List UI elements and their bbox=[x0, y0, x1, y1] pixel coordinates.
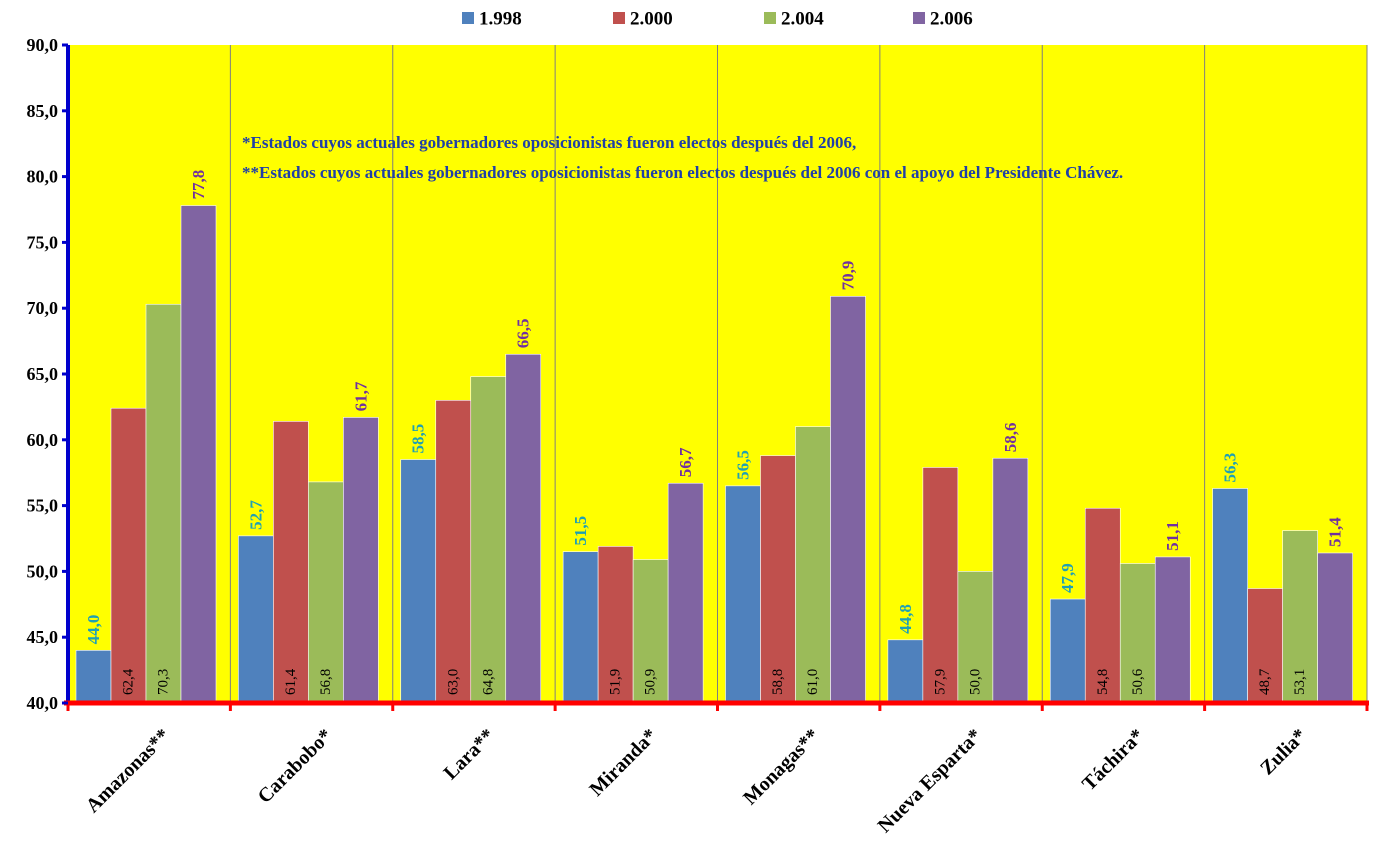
y-tick-label-8: 80,0 bbox=[27, 167, 59, 187]
bar-2.006-Nueva Esparta* bbox=[992, 457, 1029, 704]
value-label-1.998-Lara**: 58,5 bbox=[409, 424, 428, 454]
value-label-1.998-Zulia*: 56,3 bbox=[1221, 453, 1240, 483]
y-tick-label-10: 90,0 bbox=[27, 35, 59, 55]
value-label-2.000-Táchira*: 54,8 bbox=[1095, 669, 1111, 695]
bar-1.998-Nueva Esparta* bbox=[887, 639, 924, 704]
annotation-line-1: *Estados cuyos actuales gobernadores opo… bbox=[242, 133, 856, 152]
x-label-3: Miranda* bbox=[585, 725, 661, 801]
value-label-1.998-Miranda*: 51,5 bbox=[571, 516, 590, 546]
bar-2.004-Zulia* bbox=[1282, 530, 1318, 704]
y-tick-label-6: 70,0 bbox=[27, 298, 59, 318]
value-label-1.998-Nueva Esparta*: 44,8 bbox=[896, 604, 915, 634]
x-label-7: Zulia* bbox=[1256, 725, 1311, 780]
bar-2.000-Monagas** bbox=[760, 455, 796, 704]
bar-2.006-Zulia* bbox=[1317, 552, 1353, 704]
value-label-1.998-Carabobo*: 52,7 bbox=[246, 500, 265, 530]
legend-swatch-2.006 bbox=[913, 12, 925, 24]
value-label-2.006-Lara**: 66,5 bbox=[514, 319, 533, 349]
legend-swatch-2.004 bbox=[764, 12, 776, 24]
legend-label-1.998: 1.998 bbox=[479, 9, 522, 30]
y-tick-label-1: 45,0 bbox=[27, 627, 59, 647]
category-separators bbox=[229, 45, 1368, 703]
bar-1.998-Monagas** bbox=[725, 485, 761, 704]
value-label-2.000-Nueva Esparta*: 57,9 bbox=[932, 669, 948, 695]
value-label-2.006-Monagas**: 70,9 bbox=[839, 261, 858, 291]
bar-1.998-Lara** bbox=[400, 459, 437, 704]
bar-2.004-Amazonas** bbox=[145, 303, 182, 704]
x-label-4: Monagas** bbox=[739, 725, 824, 810]
legend: 1.998 2.000 2.004 2.006 bbox=[462, 9, 973, 30]
bar-2.006-Carabobo* bbox=[343, 417, 379, 704]
value-label-2.004-Monagas**: 61,0 bbox=[805, 669, 821, 695]
y-tick-label-0: 40,0 bbox=[27, 693, 59, 713]
y-tick-label-5: 65,0 bbox=[27, 364, 59, 384]
bar-2.006-Lara** bbox=[505, 353, 542, 704]
value-label-2.000-Carabobo*: 61,4 bbox=[283, 668, 299, 695]
legend-swatch-2.000 bbox=[613, 12, 625, 24]
bar-2.000-Nueva Esparta* bbox=[922, 467, 959, 704]
bar-2.004-Nueva Esparta* bbox=[957, 571, 994, 704]
y-tick-label-9: 85,0 bbox=[27, 101, 59, 121]
legend-label-2.000: 2.000 bbox=[630, 9, 673, 30]
value-label-1.998-Monagas**: 56,5 bbox=[734, 450, 753, 480]
annotations: *Estados cuyos actuales gobernadores opo… bbox=[242, 133, 1123, 182]
value-label-2.004-Zulia*: 53,1 bbox=[1292, 669, 1308, 695]
bar-1.998-Táchira* bbox=[1049, 598, 1086, 704]
value-label-2.000-Miranda*: 51,9 bbox=[608, 669, 624, 695]
legend-swatch-1.998 bbox=[462, 12, 474, 24]
x-label-0: Amazonas** bbox=[82, 725, 175, 818]
value-label-2.004-Nueva Esparta*: 50,0 bbox=[967, 669, 983, 695]
bar-2.000-Amazonas** bbox=[110, 407, 147, 704]
x-label-1: Carabobo* bbox=[254, 725, 337, 808]
value-label-2.006-Zulia*: 51,4 bbox=[1326, 517, 1345, 547]
value-label-2.006-Táchira*: 51,1 bbox=[1163, 521, 1182, 551]
value-label-1.998-Amazonas**: 44,0 bbox=[84, 615, 103, 645]
bar-2.000-Miranda* bbox=[597, 546, 634, 704]
value-label-2.000-Monagas**: 58,8 bbox=[770, 669, 786, 695]
bar-2.004-Táchira* bbox=[1119, 563, 1156, 704]
value-label-2.006-Miranda*: 56,7 bbox=[676, 447, 695, 477]
bar-2.004-Carabobo* bbox=[308, 481, 344, 704]
y-axis-ticks: 40,0 45,0 50,0 55,0 60,0 65,0 70,0 75,0 80,0 85,0… bbox=[27, 35, 68, 713]
legend-label-2.006: 2.006 bbox=[930, 9, 973, 30]
value-label-2.006-Nueva Esparta*: 58,6 bbox=[1001, 422, 1020, 452]
bar-1.998-Zulia* bbox=[1212, 488, 1248, 704]
value-label-2.004-Miranda*: 50,9 bbox=[643, 669, 659, 695]
bar-2.000-Lara** bbox=[435, 400, 472, 704]
annotation-line-2: **Estados cuyos actuales gobernadores op… bbox=[242, 163, 1123, 182]
bar-2.006-Táchira* bbox=[1154, 556, 1191, 704]
x-label-5: Nueva Esparta* bbox=[874, 725, 987, 838]
bar-1.998-Amazonas** bbox=[75, 650, 112, 704]
value-label-2.004-Lara**: 64,8 bbox=[480, 669, 496, 695]
bar-1.998-Carabobo* bbox=[238, 535, 274, 704]
x-label-6: Táchira* bbox=[1078, 725, 1149, 796]
value-label-1.998-Táchira*: 47,9 bbox=[1058, 563, 1077, 593]
value-label-2.006-Amazonas**: 77,8 bbox=[189, 170, 208, 200]
bar-2.004-Lara** bbox=[470, 376, 507, 704]
value-label-2.004-Amazonas**: 70,3 bbox=[156, 669, 172, 695]
y-tick-label-3: 55,0 bbox=[27, 496, 59, 516]
y-tick-label-7: 75,0 bbox=[27, 232, 59, 252]
bar-2.004-Monagas** bbox=[795, 426, 831, 704]
bar-2.006-Monagas** bbox=[830, 296, 866, 704]
bar-1.998-Miranda* bbox=[562, 551, 599, 704]
bar-2.004-Miranda* bbox=[632, 559, 669, 704]
x-axis-labels: Amazonas** Carabobo* Lara** Miranda* Monagas… bbox=[82, 725, 1311, 838]
bar-2.006-Miranda* bbox=[667, 482, 704, 704]
value-label-2.000-Zulia*: 48,7 bbox=[1257, 668, 1273, 695]
value-label-2.000-Amazonas**: 62,4 bbox=[121, 668, 137, 695]
value-label-2.004-Táchira*: 50,6 bbox=[1130, 668, 1146, 695]
value-labels: 44,0 62,4 70,3 77,8 52,7 61,4 56,8 61,7 58,5 63,0… bbox=[84, 170, 1345, 695]
bars bbox=[75, 205, 1353, 704]
x-label-2: Lara** bbox=[440, 725, 500, 785]
value-label-2.004-Carabobo*: 56,8 bbox=[318, 669, 334, 695]
legend-label-2.004: 2.004 bbox=[781, 9, 824, 30]
y-tick-label-4: 60,0 bbox=[27, 430, 59, 450]
value-label-2.000-Lara**: 63,0 bbox=[445, 669, 461, 695]
value-label-2.006-Carabobo*: 61,7 bbox=[351, 381, 370, 411]
bar-2.000-Carabobo* bbox=[273, 421, 309, 704]
bar-2.006-Amazonas** bbox=[180, 205, 217, 704]
y-tick-label-2: 50,0 bbox=[27, 561, 59, 581]
